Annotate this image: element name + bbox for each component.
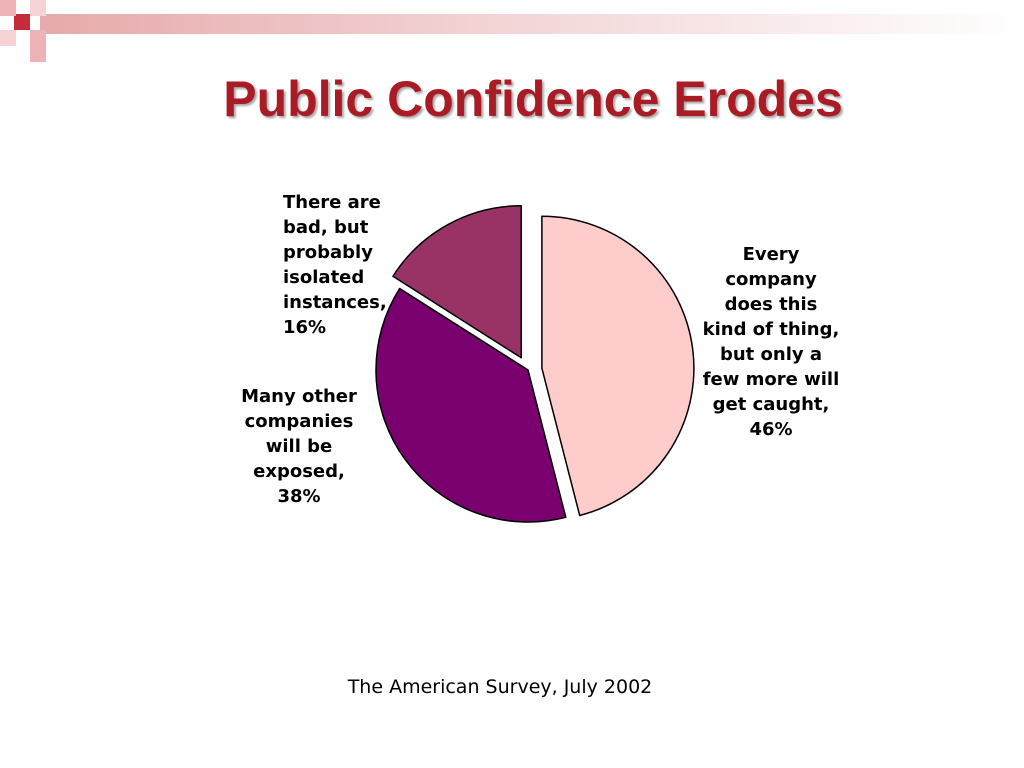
corner-square-decoration bbox=[30, 30, 46, 46]
header-gradient-bar bbox=[40, 14, 1024, 34]
source-caption: The American Survey, July 2002 bbox=[347, 676, 653, 698]
corner-square-decoration bbox=[30, 0, 46, 16]
slice-label-every-company: Every company does this kind of thing, b… bbox=[702, 244, 840, 440]
slide-title: Public Confidence Erodes bbox=[223, 71, 843, 127]
slice-label-many-other-companies: Many other companies will be exposed, 38… bbox=[241, 386, 357, 507]
pie-slice-every-company bbox=[541, 215, 695, 517]
slice-label-isolated-instances: There are bad, but probably isolated ins… bbox=[283, 192, 387, 338]
corner-square-decoration bbox=[14, 14, 30, 30]
corner-square-decoration bbox=[0, 30, 16, 46]
pie-slice-many-other-companies bbox=[375, 287, 567, 523]
corner-square-decoration bbox=[30, 46, 46, 62]
pie-slice-isolated-instances bbox=[392, 204, 523, 359]
corner-square-decoration bbox=[0, 0, 16, 16]
